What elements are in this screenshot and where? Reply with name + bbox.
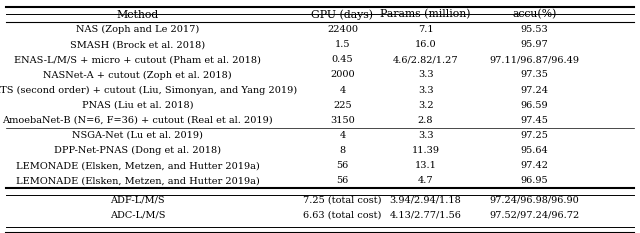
Text: 97.25: 97.25 [520, 131, 548, 140]
Text: 96.59: 96.59 [520, 101, 548, 110]
Text: 225: 225 [333, 101, 352, 110]
Text: 4.13/2.77/1.56: 4.13/2.77/1.56 [390, 211, 461, 219]
Text: LEMONADE (Elsken, Metzen, and Hutter 2019a): LEMONADE (Elsken, Metzen, and Hutter 201… [16, 176, 259, 185]
Text: 16.0: 16.0 [415, 40, 436, 49]
Text: NASNet-A + cutout (Zoph et al. 2018): NASNet-A + cutout (Zoph et al. 2018) [44, 70, 232, 79]
Text: 97.11/96.87/96.49: 97.11/96.87/96.49 [490, 55, 579, 64]
Text: 4: 4 [339, 131, 346, 140]
Text: 4.7: 4.7 [418, 176, 433, 185]
Text: 7.25 (total cost): 7.25 (total cost) [303, 195, 381, 205]
Text: LEMONADE (Elsken, Metzen, and Hutter 2019a): LEMONADE (Elsken, Metzen, and Hutter 201… [16, 161, 259, 170]
Text: Method: Method [116, 10, 159, 20]
Text: 3150: 3150 [330, 116, 355, 125]
Text: 7.1: 7.1 [418, 25, 433, 34]
Text: 0.45: 0.45 [332, 55, 353, 64]
Text: 97.45: 97.45 [520, 116, 548, 125]
Text: 97.24: 97.24 [520, 86, 548, 95]
Text: ENAS-L/M/S + micro + cutout (Pham et al. 2018): ENAS-L/M/S + micro + cutout (Pham et al.… [14, 55, 261, 64]
Text: 4: 4 [339, 86, 346, 95]
Text: NAS (Zoph and Le 2017): NAS (Zoph and Le 2017) [76, 25, 199, 34]
Text: 3.3: 3.3 [418, 86, 433, 95]
Text: 13.1: 13.1 [415, 161, 436, 170]
Text: 95.97: 95.97 [520, 40, 548, 49]
Text: DARTS (second order) + cutout (Liu, Simonyan, and Yang 2019): DARTS (second order) + cutout (Liu, Simo… [0, 86, 297, 95]
Text: 95.53: 95.53 [520, 25, 548, 34]
Text: 2000: 2000 [330, 70, 355, 79]
Text: DPP-Net-PNAS (Dong et al. 2018): DPP-Net-PNAS (Dong et al. 2018) [54, 146, 221, 155]
Text: PNAS (Liu et al. 2018): PNAS (Liu et al. 2018) [82, 101, 193, 110]
Text: 97.24/96.98/96.90: 97.24/96.98/96.90 [490, 195, 579, 205]
Text: SMASH (Brock et al. 2018): SMASH (Brock et al. 2018) [70, 40, 205, 49]
Text: 3.3: 3.3 [418, 70, 433, 79]
Text: accu(%): accu(%) [512, 9, 557, 20]
Text: 1.5: 1.5 [335, 40, 350, 49]
Text: 3.94/2.94/1.18: 3.94/2.94/1.18 [390, 195, 461, 205]
Text: 3.3: 3.3 [418, 131, 433, 140]
Text: AmoebaNet-B (N=6, F=36) + cutout (Real et al. 2019): AmoebaNet-B (N=6, F=36) + cutout (Real e… [3, 116, 273, 125]
Text: 96.95: 96.95 [520, 176, 548, 185]
Text: NSGA-Net (Lu et al. 2019): NSGA-Net (Lu et al. 2019) [72, 131, 203, 140]
Text: 97.42: 97.42 [520, 161, 548, 170]
Text: 95.64: 95.64 [520, 146, 548, 155]
Text: ADF-L/M/S: ADF-L/M/S [110, 195, 165, 205]
Text: GPU (days): GPU (days) [312, 9, 373, 20]
Text: 97.52/97.24/96.72: 97.52/97.24/96.72 [489, 211, 580, 219]
Text: 6.63 (total cost): 6.63 (total cost) [303, 211, 381, 219]
Text: 11.39: 11.39 [412, 146, 440, 155]
Text: 8: 8 [339, 146, 346, 155]
Text: 56: 56 [336, 161, 349, 170]
Text: 3.2: 3.2 [418, 101, 433, 110]
Text: ADC-L/M/S: ADC-L/M/S [110, 211, 165, 219]
Text: 22400: 22400 [327, 25, 358, 34]
Text: 56: 56 [336, 176, 349, 185]
Text: 97.35: 97.35 [520, 70, 548, 79]
Text: Params (million): Params (million) [380, 9, 471, 20]
Text: 2.8: 2.8 [418, 116, 433, 125]
Text: 4.6/2.82/1.27: 4.6/2.82/1.27 [393, 55, 458, 64]
